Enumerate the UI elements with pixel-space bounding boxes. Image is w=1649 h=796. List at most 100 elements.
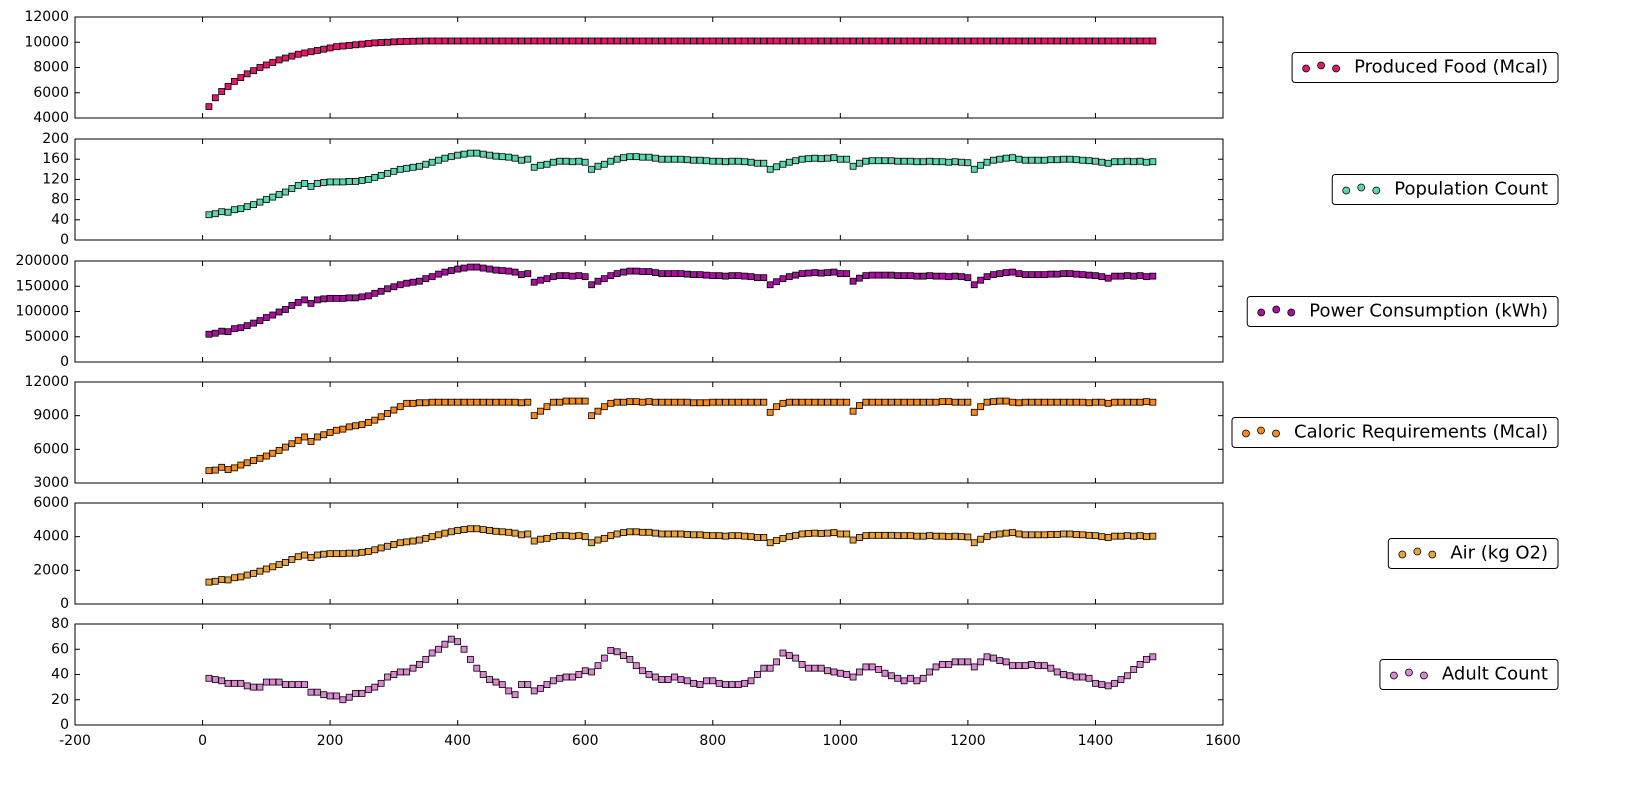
point [262, 314, 270, 321]
point [358, 177, 366, 184]
point [1079, 271, 1087, 279]
point [651, 37, 659, 45]
point [766, 37, 774, 45]
point [333, 426, 340, 434]
point [734, 398, 742, 406]
point [683, 37, 691, 45]
point [964, 658, 972, 666]
point [326, 44, 334, 52]
point [1130, 37, 1138, 45]
point [836, 398, 844, 406]
point [613, 155, 621, 163]
point [996, 155, 1004, 163]
point [511, 37, 519, 45]
point [1015, 270, 1023, 278]
point [894, 272, 902, 280]
point [600, 403, 608, 411]
point [288, 555, 296, 563]
point [830, 268, 838, 276]
point [282, 559, 289, 566]
point [964, 533, 972, 541]
point [575, 272, 583, 280]
point [1072, 398, 1080, 406]
point [696, 156, 704, 164]
y-tick-label: 80 [51, 616, 69, 632]
point [262, 678, 270, 686]
point [256, 64, 264, 71]
point [409, 399, 417, 407]
point [1085, 37, 1093, 45]
point [492, 678, 500, 686]
point [409, 537, 417, 545]
point [549, 398, 557, 406]
point [364, 292, 372, 300]
point [620, 154, 627, 162]
point [951, 37, 959, 45]
point [505, 398, 513, 406]
point [275, 678, 283, 686]
point [543, 160, 551, 168]
point [671, 398, 678, 406]
point [371, 173, 379, 181]
point [415, 37, 423, 45]
point [428, 158, 436, 166]
point [1104, 682, 1112, 690]
point [530, 163, 538, 171]
point [754, 37, 761, 45]
axes-frame [74, 502, 1224, 605]
point [422, 275, 430, 283]
point [371, 683, 379, 691]
point [690, 271, 698, 279]
point [460, 398, 468, 406]
point [1092, 157, 1099, 165]
point [307, 554, 315, 561]
point [722, 272, 729, 280]
point [983, 158, 991, 166]
point [364, 418, 372, 426]
point [1143, 655, 1150, 663]
point [320, 431, 328, 439]
point [1092, 272, 1099, 280]
point [262, 452, 270, 460]
point [600, 534, 608, 542]
point [498, 528, 506, 536]
point [326, 550, 334, 558]
point [467, 398, 474, 406]
point [805, 269, 812, 277]
point [320, 179, 328, 186]
point [352, 422, 360, 430]
point [1079, 37, 1087, 45]
point [1015, 530, 1023, 538]
point [760, 274, 768, 282]
point [467, 37, 474, 45]
point [549, 37, 557, 45]
point [856, 159, 863, 167]
point [581, 397, 589, 405]
point [958, 398, 965, 406]
x-tick-label: 1000 [823, 733, 859, 749]
point [1047, 37, 1055, 45]
point [977, 37, 985, 45]
legend-marker [1272, 305, 1281, 314]
point [887, 531, 895, 539]
point [211, 466, 219, 474]
point [333, 692, 340, 700]
point [403, 399, 411, 407]
point [390, 541, 398, 548]
point [958, 533, 965, 541]
point [875, 531, 882, 539]
point [964, 159, 972, 167]
point [843, 398, 851, 406]
point [773, 37, 780, 45]
point [632, 662, 640, 670]
point [887, 398, 895, 406]
point [498, 153, 506, 161]
point [205, 578, 213, 586]
legend-box [1331, 174, 1559, 205]
point [294, 436, 302, 444]
point [754, 159, 761, 167]
point [932, 272, 940, 280]
point [671, 673, 678, 681]
point [811, 664, 819, 672]
point [218, 88, 226, 95]
